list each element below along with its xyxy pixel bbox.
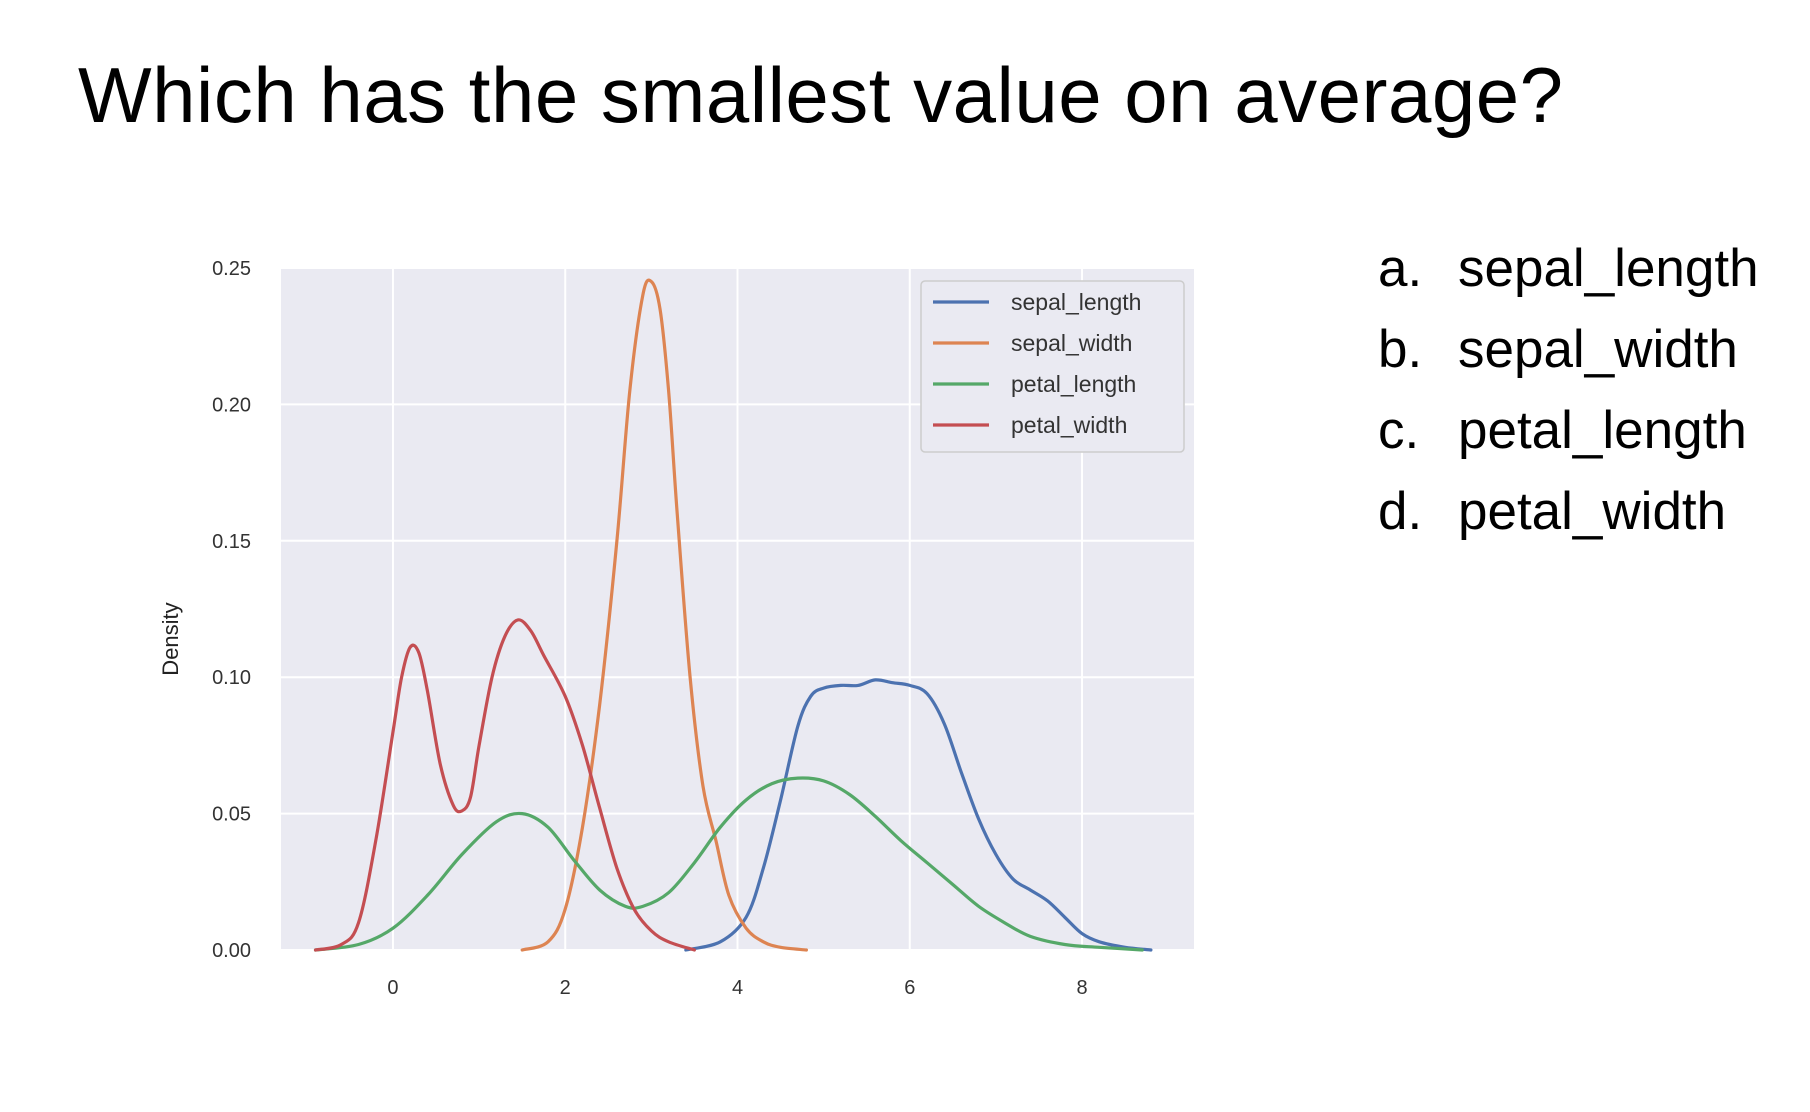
option-letter: c. (1378, 401, 1420, 460)
x-tick-label: 8 (1076, 977, 1087, 999)
legend-label: petal_length (1011, 371, 1136, 397)
option-a[interactable]: a. sepal_length (1335, 228, 1759, 309)
option-text: petal_length (1458, 401, 1747, 460)
option-letter: b. (1378, 320, 1423, 379)
x-tick-labels: 0 2 4 6 8 (387, 977, 1087, 999)
legend: sepal_length sepal_width petal_lengthpetal… (920, 280, 1185, 453)
y-axis-label: Density (158, 602, 183, 675)
x-tick-label: 4 (732, 977, 743, 999)
legend-label: petal_width (1011, 412, 1127, 438)
series-line-sepal-width (520, 278, 808, 952)
grid-lines (281, 267, 1194, 951)
series-layer (313, 278, 1153, 952)
legend-box (920, 280, 1185, 453)
y-tick-label: 0.15 (212, 531, 251, 553)
series-line-petal-width (313, 618, 696, 952)
y-tick-label: 0.05 (212, 804, 251, 826)
option-d[interactable]: d. petal_width (1335, 471, 1759, 552)
option-text: petal_width (1458, 482, 1727, 541)
x-tick-label: 6 (904, 977, 915, 999)
series-line-petal-length (313, 776, 1144, 952)
legend-label: sepal_length (1011, 289, 1141, 315)
option-text: sepal_length (1458, 239, 1759, 298)
option-c[interactable]: c. petal_length (1335, 390, 1759, 471)
option-letter: a. (1378, 239, 1423, 298)
y-tick-labels: 0.00 0.05 0.10 0.15 0.20 0.25 (212, 258, 251, 962)
option-letter: d. (1378, 482, 1423, 541)
option-b[interactable]: b. sepal_width (1335, 309, 1759, 390)
series-line-sepal-length (684, 678, 1153, 952)
y-tick-label: 0.10 (212, 667, 251, 689)
x-tick-label: 2 (560, 977, 571, 999)
slide-title: Which has the smallest value on average? (78, 51, 1564, 139)
legend-label: sepal_width (1011, 330, 1132, 356)
y-tick-label: 0.20 (212, 394, 251, 416)
answer-options: a. sepal_length b. sepal_width c. petal_… (1335, 228, 1759, 552)
option-text: sepal_width (1458, 320, 1738, 379)
y-tick-label: 0.00 (212, 940, 251, 962)
x-tick-label: 0 (387, 977, 398, 999)
y-tick-label: 0.25 (212, 258, 251, 280)
